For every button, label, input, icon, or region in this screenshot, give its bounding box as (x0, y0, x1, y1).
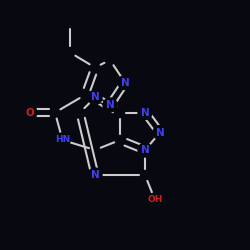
Ellipse shape (103, 98, 117, 112)
Ellipse shape (88, 168, 102, 182)
Text: N: N (156, 128, 164, 138)
Text: HN: HN (55, 136, 70, 144)
Ellipse shape (88, 90, 102, 104)
Ellipse shape (153, 126, 167, 140)
Text: N: N (140, 108, 149, 118)
Ellipse shape (23, 106, 37, 120)
Text: O: O (26, 108, 34, 118)
Ellipse shape (118, 76, 132, 90)
Text: OH: OH (147, 196, 163, 204)
Ellipse shape (147, 193, 163, 207)
Text: N: N (90, 170, 100, 180)
Ellipse shape (138, 143, 152, 157)
Text: N: N (106, 100, 114, 110)
Ellipse shape (55, 133, 70, 147)
Ellipse shape (138, 106, 152, 120)
Text: N: N (140, 145, 149, 155)
Text: N: N (90, 92, 100, 102)
Text: N: N (120, 78, 130, 88)
